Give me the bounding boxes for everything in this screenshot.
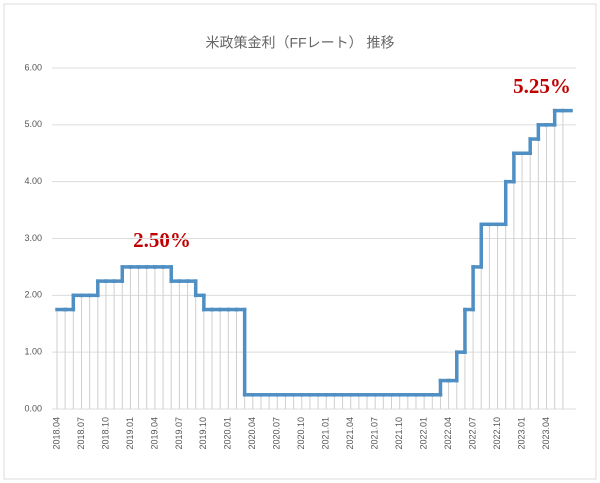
y-tick-label: 4.00 (24, 176, 42, 186)
x-tick-label: 2019.04 (149, 417, 159, 450)
x-tick-label: 2020.01 (223, 417, 233, 450)
x-tick-label: 2022.10 (492, 417, 502, 450)
x-tick-label: 2019.10 (198, 417, 208, 450)
x-tick-label: 2023.04 (541, 417, 551, 450)
x-tick-label: 2023.01 (516, 417, 526, 450)
x-tick-label: 2022.04 (443, 417, 453, 450)
y-tick-label: 1.00 (24, 347, 42, 357)
x-tick-label: 2022.07 (467, 417, 477, 450)
y-tick-label: 3.00 (24, 233, 42, 243)
y-tick-label: 0.00 (24, 403, 42, 413)
y-tick-label: 2.00 (24, 290, 42, 300)
x-tick-label: 2018.04 (51, 417, 61, 450)
chart-title: 米政策金利（FFレート） 推移 (206, 35, 395, 51)
x-tick-label: 2021.04 (345, 417, 355, 450)
y-tick-label: 6.00 (24, 62, 42, 72)
annotation: 5.25% (513, 74, 571, 98)
x-tick-label: 2019.07 (174, 417, 184, 450)
x-tick-label: 2020.07 (272, 417, 282, 450)
x-tick-label: 2021.10 (394, 417, 404, 450)
x-tick-label: 2020.10 (296, 417, 306, 450)
chart-frame (3, 3, 597, 480)
y-tick-label: 5.00 (24, 119, 42, 129)
x-tick-label: 2022.01 (419, 417, 429, 450)
annotation: 2.50% (133, 228, 191, 252)
x-tick-label: 2020.04 (247, 417, 257, 450)
x-tick-label: 2021.07 (370, 417, 380, 450)
x-tick-label: 2019.01 (125, 417, 135, 450)
x-tick-label: 2018.10 (100, 417, 110, 450)
x-tick-label: 2018.07 (76, 417, 86, 450)
x-tick-label: 2021.01 (321, 417, 331, 450)
